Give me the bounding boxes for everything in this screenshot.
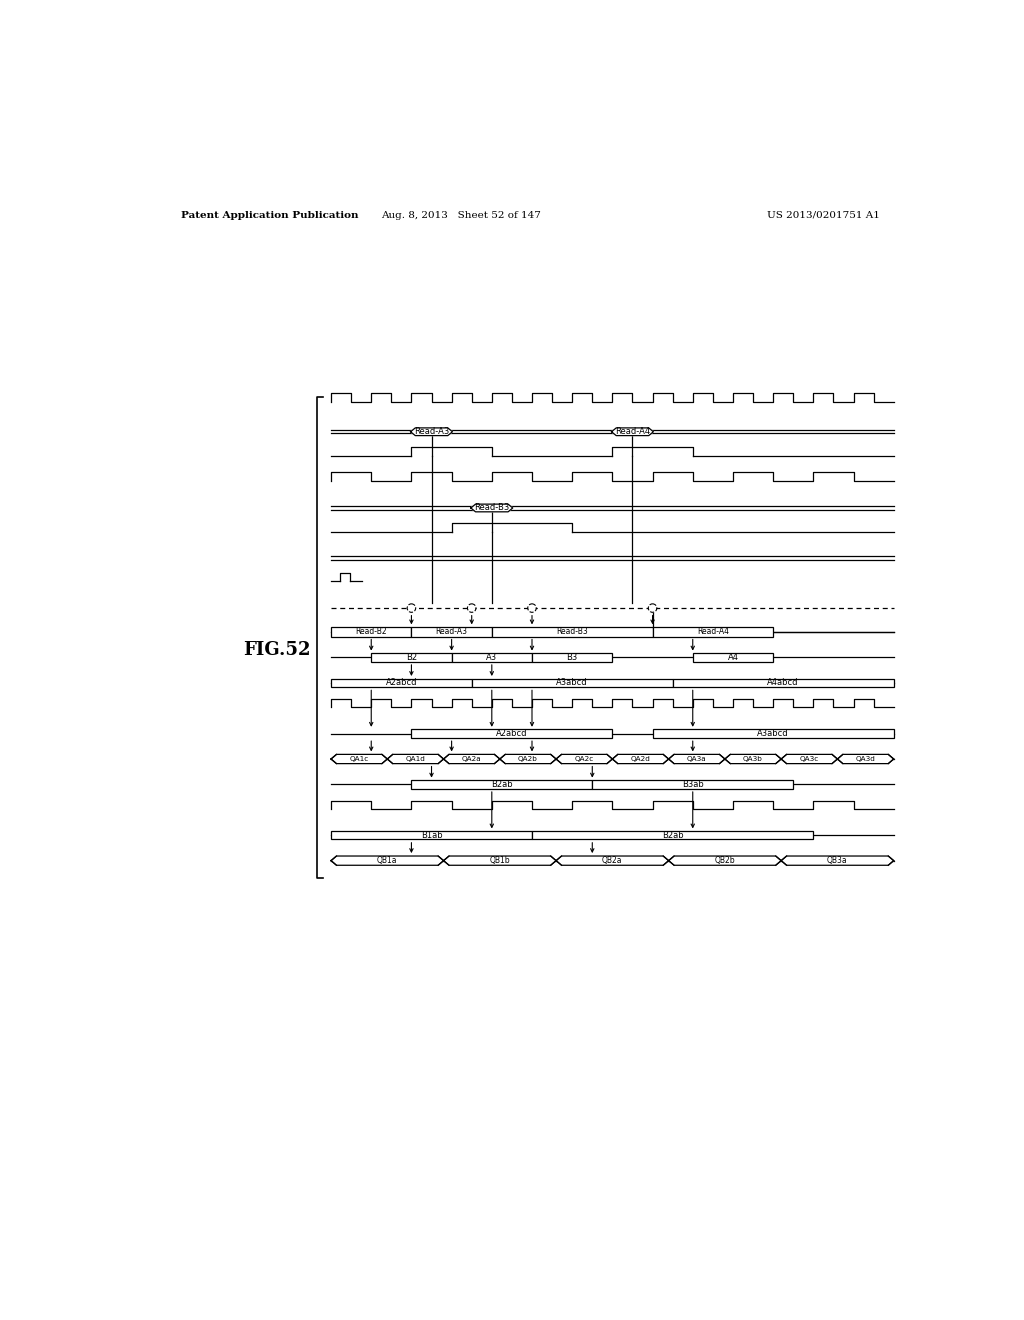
Text: A4: A4 [727,653,738,661]
Text: QA2d: QA2d [631,756,650,762]
Polygon shape [781,755,838,763]
Circle shape [468,605,475,612]
Text: Patent Application Publication: Patent Application Publication [180,211,358,219]
Bar [693,653,773,661]
Bar [673,678,894,686]
Text: B2ab: B2ab [662,830,683,840]
Polygon shape [331,755,387,763]
Text: B2: B2 [406,653,417,661]
Text: A4abcd: A4abcd [767,678,799,688]
Bar [331,832,532,840]
Text: QA3c: QA3c [800,756,819,762]
Text: QB2a: QB2a [602,857,623,865]
Text: A3: A3 [486,653,498,661]
Text: QA3b: QA3b [743,756,763,762]
Text: FIG.52: FIG.52 [243,640,310,659]
Text: QA2b: QA2b [518,756,538,762]
Text: QA1c: QA1c [349,756,369,762]
Text: Read-A3: Read-A3 [414,428,450,436]
Text: US 2013/0201751 A1: US 2013/0201751 A1 [767,211,880,219]
Text: Read-B3: Read-B3 [474,503,509,512]
Polygon shape [556,755,612,763]
Circle shape [648,605,656,612]
Text: Read-B2: Read-B2 [355,627,387,636]
Bar [412,780,592,788]
Circle shape [528,605,536,612]
Polygon shape [411,428,453,436]
Polygon shape [612,755,669,763]
Bar [412,627,492,636]
Bar [372,653,452,661]
Polygon shape [611,428,653,436]
Polygon shape [669,755,725,763]
Polygon shape [669,855,781,866]
Text: A2abcd: A2abcd [497,729,527,738]
Bar [412,730,612,738]
Text: QB1b: QB1b [489,857,510,865]
Text: QB1a: QB1a [377,857,397,865]
Polygon shape [471,504,513,512]
Text: B3ab: B3ab [682,780,703,789]
Polygon shape [443,855,556,866]
Text: B3: B3 [566,653,578,661]
Text: A3abcd: A3abcd [556,678,588,688]
Polygon shape [331,855,443,866]
Text: Read-A4: Read-A4 [697,627,729,636]
Polygon shape [443,755,500,763]
Bar [652,730,894,738]
Text: A2abcd: A2abcd [386,678,417,688]
Text: QA1d: QA1d [406,756,425,762]
Bar [532,653,612,661]
Polygon shape [838,755,894,763]
Bar [472,678,673,686]
Text: QA3d: QA3d [856,756,876,762]
Bar [331,678,472,686]
Text: Read-A4: Read-A4 [614,428,650,436]
Text: QB2b: QB2b [715,857,735,865]
Bar [592,780,794,788]
Bar [452,653,532,661]
Polygon shape [387,755,443,763]
Bar [532,832,813,840]
Text: Read-B3: Read-B3 [556,627,588,636]
Text: B2ab: B2ab [492,780,513,789]
Text: B1ab: B1ab [421,830,442,840]
Text: QB3a: QB3a [827,857,848,865]
Polygon shape [781,855,894,866]
Text: QA2a: QA2a [462,756,481,762]
Text: Aug. 8, 2013   Sheet 52 of 147: Aug. 8, 2013 Sheet 52 of 147 [381,211,542,219]
Polygon shape [725,755,781,763]
Text: A3abcd: A3abcd [758,729,788,738]
Text: QA2c: QA2c [574,756,594,762]
Bar [652,627,773,636]
Bar [331,627,412,636]
Polygon shape [500,755,556,763]
Text: Read-A3: Read-A3 [435,627,468,636]
Circle shape [408,605,416,612]
Text: QA3a: QA3a [687,756,707,762]
Polygon shape [556,855,669,866]
Bar [492,627,652,636]
